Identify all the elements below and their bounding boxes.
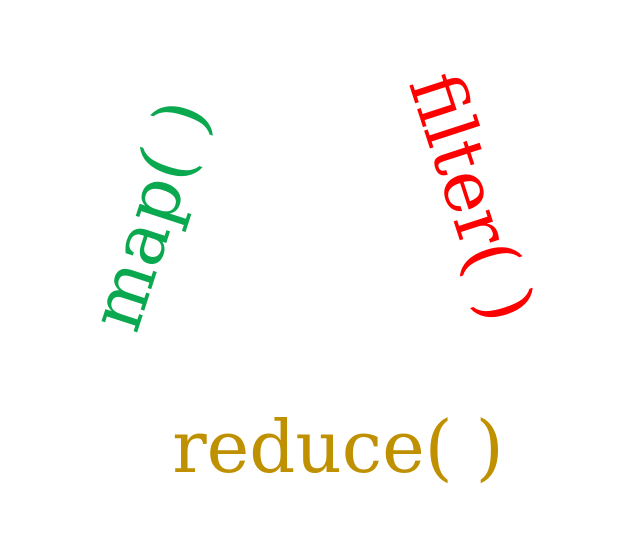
map-label: map( )	[72, 89, 226, 341]
reduce-label: reduce( )	[172, 405, 504, 489]
filter-label: filter( )	[392, 62, 552, 332]
